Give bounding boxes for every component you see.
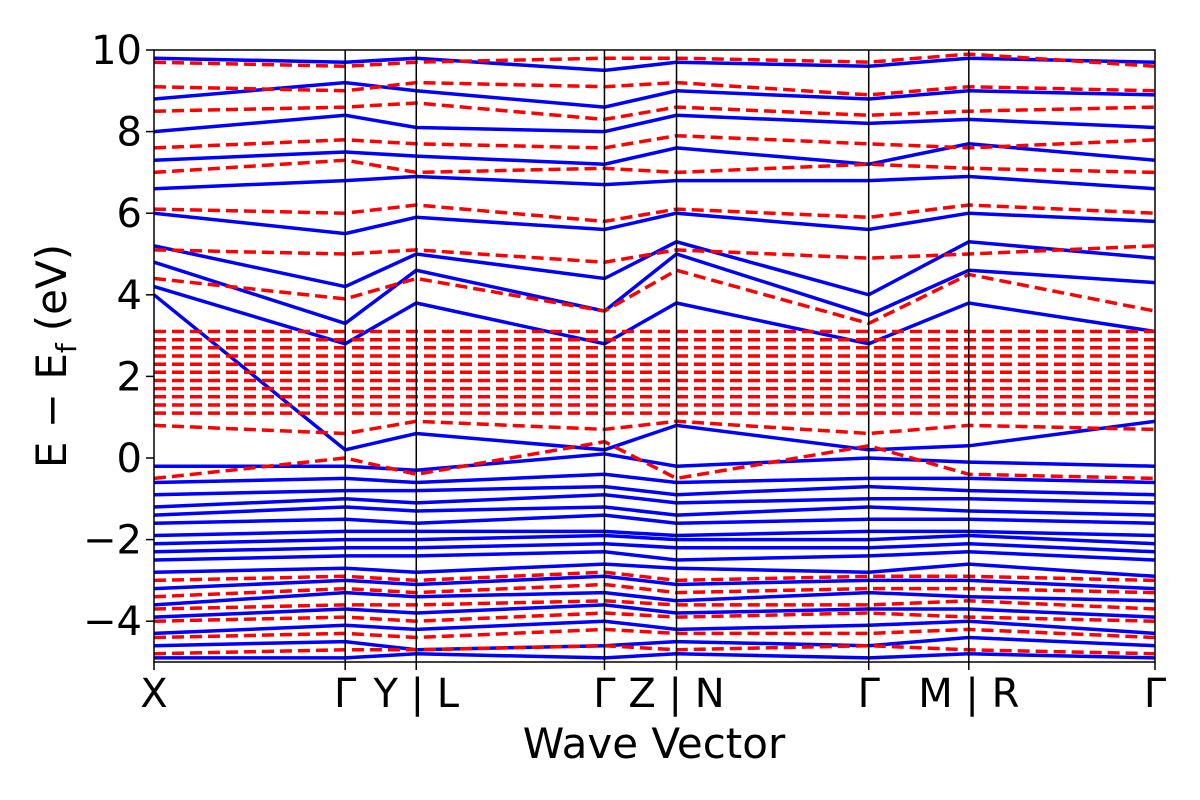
- y-tick-label: −4: [83, 599, 142, 645]
- dashed-band-line: [154, 419, 1155, 436]
- solid-band-line: [154, 619, 1155, 636]
- solid-band-line: [154, 574, 1155, 591]
- y-tick-label: 2: [117, 354, 142, 400]
- plot-frame: [153, 49, 1156, 663]
- x-tick-label: Z | N: [628, 671, 724, 717]
- dashed-band-line: [154, 268, 1155, 326]
- dashed-band-line: [154, 570, 1155, 583]
- x-axis-title: Wave Vector: [523, 719, 786, 768]
- x-tick-label: X: [140, 671, 167, 717]
- dashed-band-line: [154, 244, 1155, 264]
- svg-text:E − Ef(eV): E − Ef (eV): [27, 244, 83, 468]
- y-axis-title-unit: (eV): [27, 244, 76, 331]
- dashed-band-line: [154, 611, 1155, 623]
- y-axis: −4 −2 0 2 4 6 8 10: [83, 28, 154, 645]
- dashed-band-line: [154, 133, 1155, 150]
- dashed-band-line: [154, 52, 1155, 69]
- solid-band-line: [154, 513, 1155, 526]
- y-tick-label: 6: [117, 191, 142, 237]
- solid-band-line: [154, 562, 1155, 579]
- dashed-band-line: [154, 158, 1155, 175]
- dashed-band-line: [154, 599, 1155, 611]
- solid-band-line: [154, 174, 1155, 191]
- solid-band-line: [154, 113, 1155, 134]
- solid-band-line: [154, 284, 1155, 346]
- high-symmetry-lines: [344, 50, 970, 662]
- solid-band-line: [154, 541, 1155, 554]
- y-axis-title-sub: f: [50, 342, 83, 353]
- y-tick-label: 8: [117, 110, 142, 156]
- solid-band-line: [154, 239, 1155, 297]
- x-tick-label: Γ: [858, 671, 881, 717]
- dashed-band-line: [154, 101, 1155, 122]
- y-tick-label: −2: [83, 518, 142, 564]
- dashed-band-line: [154, 627, 1155, 640]
- solid-band-line: [154, 505, 1155, 517]
- solid-band-line: [154, 635, 1155, 652]
- dashed-band-line: [154, 582, 1155, 599]
- dashed-band-line: [154, 439, 1155, 481]
- y-tick-label: 10: [91, 28, 142, 74]
- solid-band-line: [154, 252, 1155, 326]
- solid-band-line: [154, 80, 1155, 109]
- x-tick-label: Γ: [593, 671, 616, 717]
- solid-band-line: [154, 529, 1155, 538]
- solid-band-line: [154, 484, 1155, 497]
- solid-band-line: [154, 603, 1155, 619]
- y-tick-label: 4: [117, 273, 142, 319]
- y-axis-title-main: E − E: [27, 353, 76, 468]
- dashed-band-line: [154, 80, 1155, 97]
- x-tick-label: M | R: [918, 671, 1019, 717]
- dashed-band-line: [154, 643, 1155, 656]
- solid-band-line: [154, 550, 1155, 562]
- solid-band-line: [154, 492, 1155, 509]
- x-tick-label: Γ: [1144, 671, 1167, 717]
- solid-band-line: [154, 211, 1155, 236]
- plot-area: [154, 52, 1155, 660]
- solid-band-line: [154, 56, 1155, 73]
- x-tick-label: Γ: [334, 671, 357, 717]
- y-tick-label: 0: [117, 436, 142, 482]
- solid-band-line: [154, 533, 1155, 546]
- x-axis: X Γ Y | L Γ Z | N Γ M | R Γ: [140, 662, 1167, 717]
- dashed-band-line: [154, 203, 1155, 224]
- solid-band-line: [154, 652, 1155, 660]
- x-tick-label: Y | L: [372, 671, 459, 717]
- y-axis-title-group: E − Ef (eV): [27, 244, 83, 468]
- solid-band-line: [154, 590, 1155, 607]
- solid-band-line: [154, 293, 1155, 452]
- solid-band-line: [154, 472, 1155, 485]
